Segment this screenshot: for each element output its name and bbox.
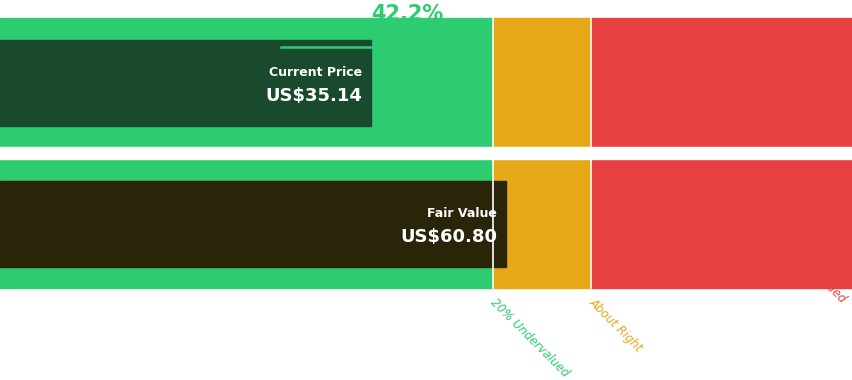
Bar	[492, 18, 590, 288]
Bar	[0, 40, 371, 126]
Text: 20% Overvalued: 20% Overvalued	[769, 226, 848, 305]
Text: About Right: About Right	[585, 296, 644, 354]
Bar	[0, 181, 505, 267]
Text: Current Price: Current Price	[269, 66, 362, 79]
Bar	[0, 147, 852, 159]
Text: 20% Undervalued: 20% Undervalued	[487, 296, 571, 380]
Bar	[590, 18, 852, 288]
Text: Fair Value: Fair Value	[427, 207, 497, 220]
Text: US$60.80: US$60.80	[400, 228, 497, 245]
Text: US$35.14: US$35.14	[265, 87, 362, 104]
Text: Undervalued: Undervalued	[371, 26, 451, 39]
Text: 42.2%: 42.2%	[371, 4, 443, 24]
Bar	[0, 18, 492, 288]
